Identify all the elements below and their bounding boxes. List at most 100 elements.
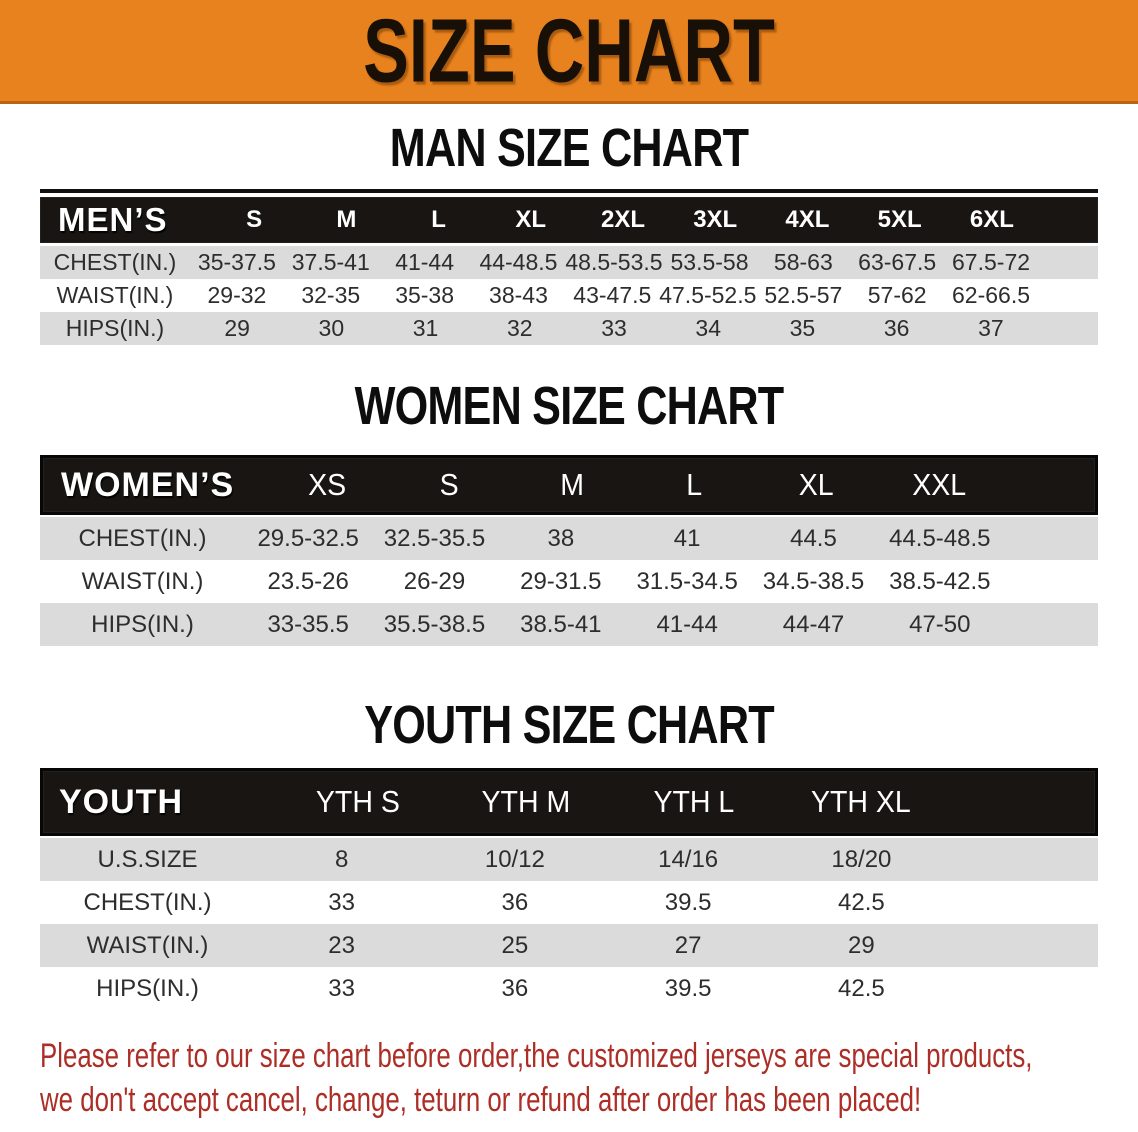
row-label: CHEST(IN.) [78, 524, 207, 552]
table-cell: 44.5-48.5 [889, 524, 991, 552]
women-size-col-header: XS [308, 467, 347, 502]
youth-section-heading: YOUTH SIZE CHART [0, 698, 1138, 752]
table-cell: 26-29 [403, 567, 466, 595]
table-cell: 29-32 [207, 282, 267, 308]
youth-size-col-header: YTH S [315, 784, 400, 819]
table-cell: 42.5 [838, 974, 885, 1002]
table-cell: 35-38 [395, 282, 455, 308]
youth-table-title: YOUTH [59, 782, 183, 821]
table-cell: 41-44 [395, 249, 455, 275]
women-size-col-header: XXL [911, 467, 966, 502]
table-cell: 52.5-57 [764, 282, 843, 308]
table-cell: 8 [334, 845, 349, 873]
table-cell: 32-35 [301, 282, 361, 308]
table-cell: 31 [412, 315, 439, 341]
table-cell: 29.5-32.5 [257, 524, 359, 552]
youth-hips-row: HIPS(IN.) 33 36 39.5 42.5 [40, 967, 1098, 1010]
men-size-col-header: L [431, 206, 446, 233]
table-cell: 62-66.5 [952, 282, 1031, 308]
table-cell: 37 [978, 315, 1004, 341]
youth-chest-row: CHEST(IN.) 33 36 39.5 42.5 [40, 881, 1098, 924]
men-size-col-header: M [336, 206, 357, 233]
women-hips-row: HIPS(IN.) 33-35.5 35.5-38.5 38.5-41 41-4… [40, 603, 1098, 646]
row-label: CHEST(IN.) [53, 249, 177, 275]
disclaimer-line-2: we don't accept cancel, change, teturn o… [40, 1080, 1138, 1120]
table-cell: 41-44 [656, 610, 718, 638]
table-cell: 32.5-35.5 [383, 524, 486, 552]
disclaimer-line-2-text: we don't accept cancel, change, teturn o… [40, 1081, 922, 1119]
table-cell: 48.5-53.5 [565, 249, 663, 275]
women-size-col-header: L [686, 467, 703, 502]
men-hips-row: HIPS(IN.) 29 30 31 32 33 34 35 36 37 [40, 312, 1098, 345]
disclaimer-line-1-text: Please refer to our size chart before or… [40, 1037, 1033, 1075]
row-label: U.S.SIZE [97, 845, 198, 873]
men-size-col-header: 4XL [785, 206, 830, 233]
table-cell: 30 [318, 315, 345, 341]
table-cell: 67.5-72 [952, 249, 1031, 275]
table-cell: 39.5 [664, 888, 712, 916]
table-cell: 63-67.5 [858, 249, 937, 275]
table-cell: 38-43 [489, 282, 548, 308]
table-cell: 35 [789, 315, 816, 341]
banner-title: SIZE CHART [363, 0, 775, 101]
row-label: WAIST(IN.) [86, 931, 209, 959]
women-size-col-header: XL [799, 467, 834, 502]
women-waist-row: WAIST(IN.) 23.5-26 26-29 29-31.5 31.5-34… [40, 560, 1098, 603]
table-cell: 31.5-34.5 [636, 567, 738, 595]
men-section-heading-text: MAN SIZE CHART [389, 118, 749, 178]
women-size-col-header: S [439, 467, 460, 502]
men-size-col-header: 6XL [969, 206, 1014, 233]
men-chest-row: CHEST(IN.) 35-37.5 37.5-41 41-44 44-48.5… [40, 246, 1098, 279]
men-size-col-header: S [246, 206, 263, 233]
men-section-heading: MAN SIZE CHART [0, 121, 1138, 175]
table-cell: 43-47.5 [573, 282, 652, 308]
table-cell: 34 [695, 315, 721, 341]
row-label: HIPS(IN.) [65, 315, 165, 341]
table-cell: 38.5-42.5 [889, 567, 991, 595]
men-table-header-row: MEN’S S M L XL 2XL 3XL 4XL 5XL 6XL [40, 197, 1098, 243]
youth-size-table: YOUTH YTH S YTH M YTH L YTH XL U.S.SIZE … [40, 768, 1098, 1010]
table-cell: 25 [501, 931, 529, 959]
table-cell: 38.5-41 [520, 610, 602, 638]
table-cell: 47-50 [909, 610, 971, 638]
men-table-top-rule [40, 189, 1098, 193]
table-cell: 29 [224, 315, 250, 341]
row-label: WAIST(IN.) [81, 567, 204, 595]
table-cell: 36 [501, 974, 529, 1002]
table-cell: 39.5 [664, 974, 712, 1002]
table-cell: 10/12 [484, 845, 545, 873]
table-cell: 35-37.5 [197, 249, 276, 275]
table-cell: 29 [848, 931, 875, 959]
table-cell: 58-63 [773, 249, 833, 275]
table-cell: 33 [328, 974, 355, 1002]
women-table-title: WOMEN’S [61, 465, 235, 504]
row-label: WAIST(IN.) [56, 282, 174, 308]
youth-waist-row: WAIST(IN.) 23 25 27 29 [40, 924, 1098, 967]
table-cell: 27 [674, 931, 702, 959]
table-cell: 44.5 [790, 524, 837, 552]
table-cell: 37.5-41 [291, 249, 370, 275]
row-label: HIPS(IN.) [91, 610, 194, 638]
table-cell: 23 [328, 931, 355, 959]
youth-table-header-row: YOUTH YTH S YTH M YTH L YTH XL [40, 768, 1098, 836]
women-section-heading-text: WOMEN SIZE CHART [354, 376, 785, 436]
table-cell: 44-48.5 [479, 249, 558, 275]
men-size-col-header: 2XL [600, 206, 645, 233]
table-cell: 47.5-52.5 [659, 282, 757, 308]
table-cell: 42.5 [838, 888, 885, 916]
table-cell: 29-31.5 [520, 567, 602, 595]
women-size-table: WOMEN’S XS S M L XL XXL CHEST(IN.) 29.5-… [40, 455, 1098, 646]
table-cell: 18/20 [831, 845, 892, 873]
row-label: CHEST(IN.) [83, 888, 212, 916]
women-section-heading: WOMEN SIZE CHART [0, 379, 1138, 433]
youth-ussize-row: U.S.SIZE 8 10/12 14/16 18/20 [40, 838, 1098, 881]
men-size-col-header: 3XL [693, 206, 738, 233]
women-size-col-header: M [559, 467, 584, 502]
table-cell: 32 [506, 315, 533, 341]
table-cell: 33 [328, 888, 355, 916]
table-cell: 36 [501, 888, 529, 916]
table-cell: 35.5-38.5 [383, 610, 486, 638]
men-table-title: MEN’S [58, 201, 168, 238]
table-cell: 23.5-26 [267, 567, 349, 595]
youth-section-heading-text: YOUTH SIZE CHART [364, 695, 774, 755]
